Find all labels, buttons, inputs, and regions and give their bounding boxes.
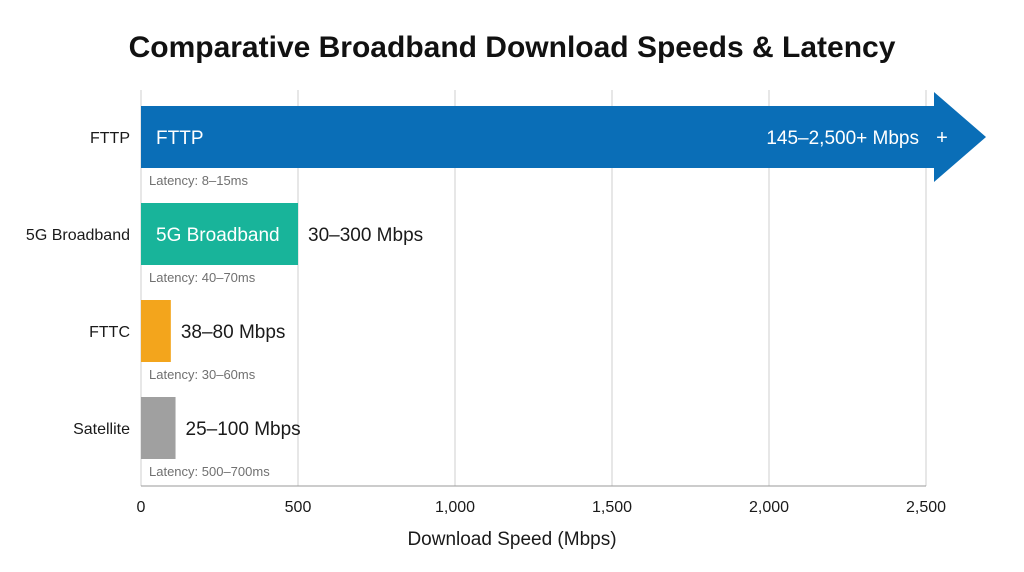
in-bar-label: FTTP (156, 128, 204, 149)
latency-label: Latency: 500–700ms (149, 464, 270, 479)
category-label: Satellite (73, 421, 130, 438)
x-tick-label: 1,500 (592, 499, 632, 516)
category-label: 5G Broadband (26, 227, 130, 244)
x-tick-label: 0 (137, 499, 146, 516)
x-tick-label: 1,000 (435, 499, 475, 516)
bar-satellite (141, 397, 176, 459)
value-label: 30–300 Mbps (308, 225, 423, 246)
category-label: FTTC (89, 324, 130, 341)
x-axis-label: Download Speed (Mbps) (407, 529, 616, 550)
value-label: 25–100 Mbps (186, 419, 301, 440)
bar-5g-broadband (141, 203, 298, 265)
category-label: FTTP (90, 130, 130, 147)
chart-title: Comparative Broadband Download Speeds & … (129, 31, 896, 64)
latency-label: Latency: 40–70ms (149, 270, 256, 285)
x-axis: 0 500 1,000 1,500 2,000 2,500 (137, 485, 946, 516)
bar-labels: FTTP FTTP 145–2,500+ Mbps + Latency: 8–15ms 5… (26, 127, 948, 479)
bar-fttc (141, 300, 171, 362)
bar-fttp (141, 92, 986, 182)
latency-label: Latency: 30–60ms (149, 367, 256, 382)
in-bar-label: 5G Broadband (156, 225, 280, 246)
value-label: 145–2,500+ Mbps (766, 128, 919, 149)
latency-label: Latency: 8–15ms (149, 173, 249, 188)
value-label: 38–80 Mbps (181, 322, 286, 343)
x-tick-label: 500 (285, 499, 312, 516)
x-tick-label: 2,500 (906, 499, 946, 516)
overflow-plus-icon: + (936, 127, 948, 149)
x-tick-label: 2,000 (749, 499, 789, 516)
bars (141, 92, 986, 459)
